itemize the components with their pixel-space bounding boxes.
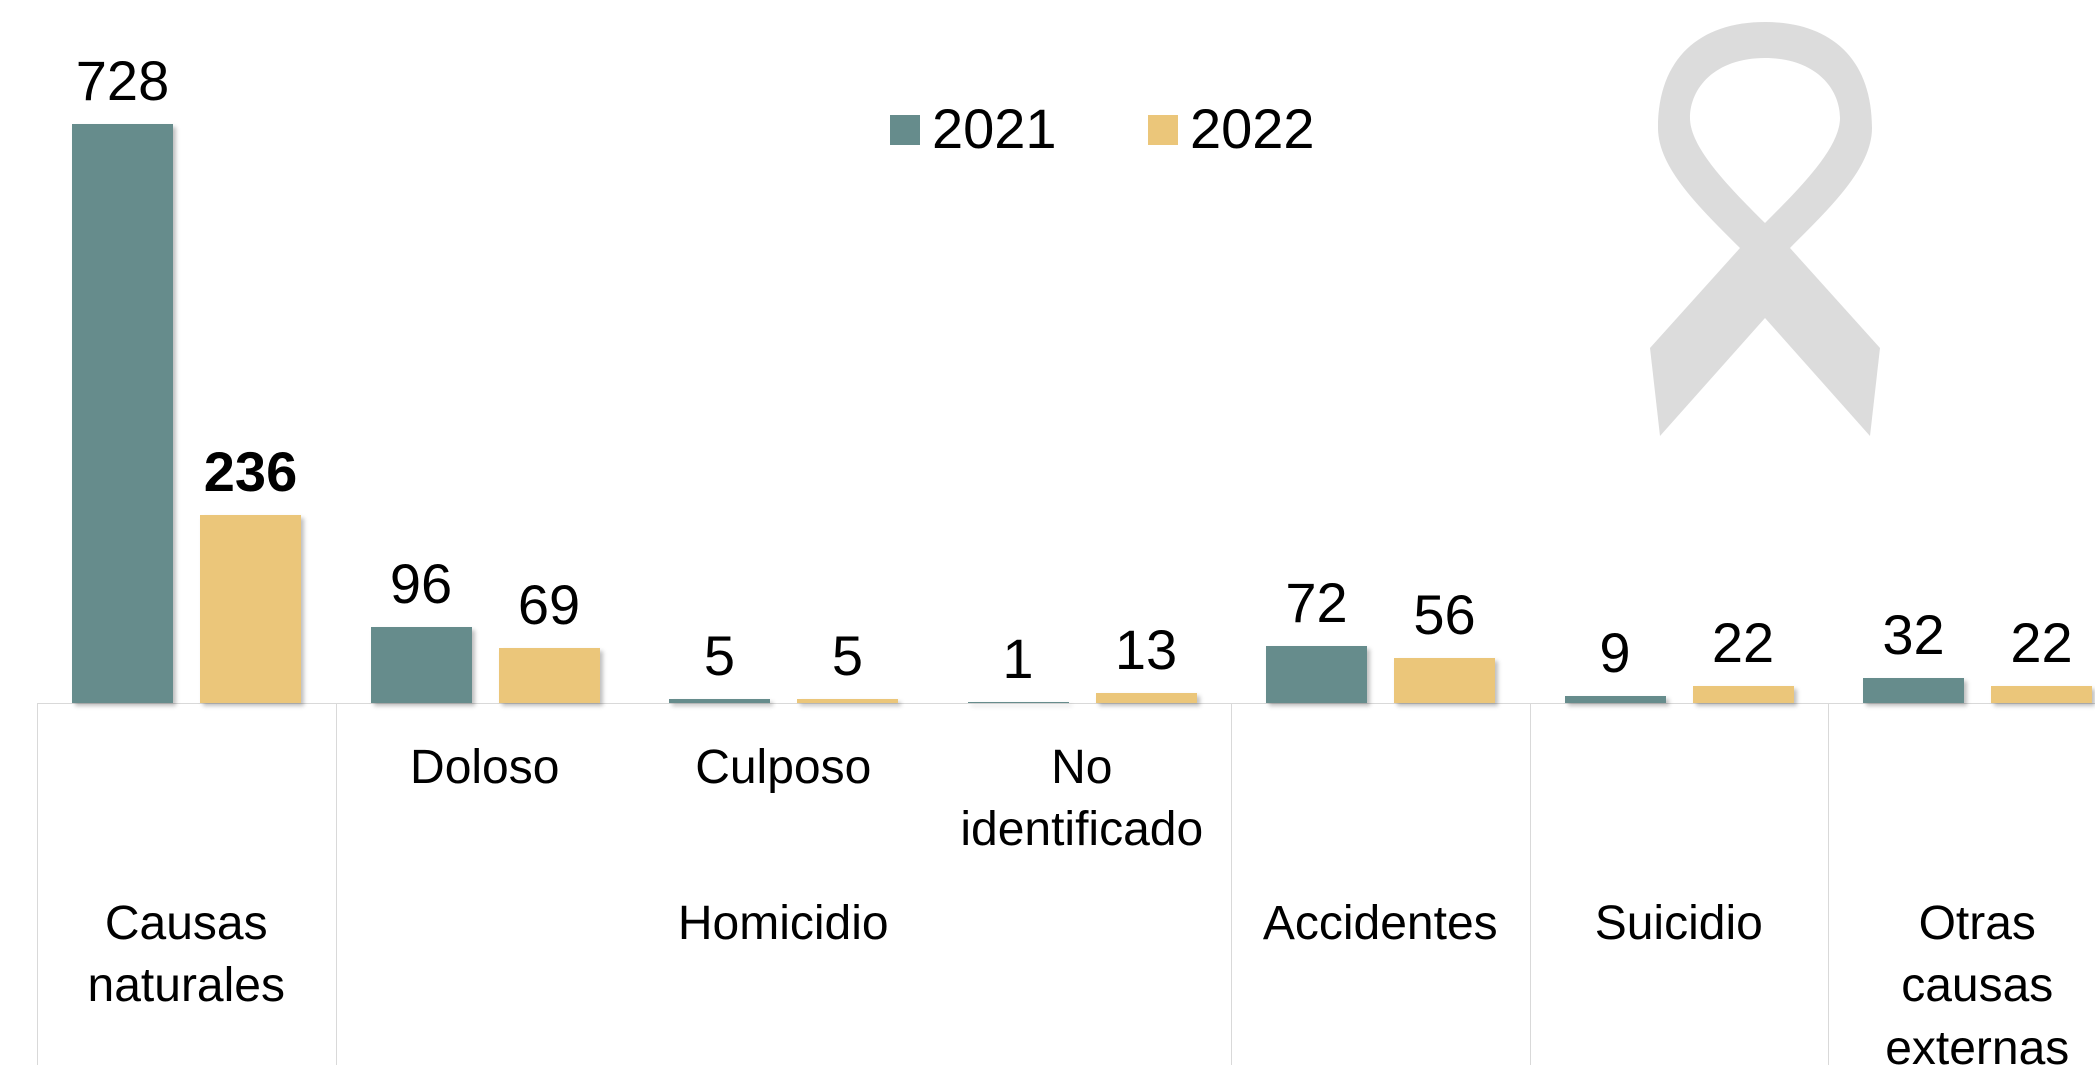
group-label: Suicidio	[1594, 897, 1763, 950]
group-label: Homicidio	[677, 897, 889, 950]
bar	[1394, 658, 1495, 703]
value-label: 22	[1711, 610, 1775, 674]
bar	[1991, 685, 2092, 703]
bar	[72, 124, 173, 703]
value-label: 236	[203, 440, 298, 504]
bar	[1095, 692, 1197, 703]
group-separator	[37, 703, 38, 1065]
value-label: 72	[1285, 570, 1348, 634]
bar	[370, 626, 472, 703]
value-label: 728	[75, 49, 170, 112]
value-label: 5	[703, 624, 736, 688]
legend-swatch	[1148, 115, 1178, 145]
value-label: 32	[1882, 602, 1945, 666]
category-label: No identificado	[960, 741, 1204, 857]
bar	[1863, 677, 1964, 703]
group-separator	[335, 703, 337, 1065]
value-label: 5	[831, 624, 864, 688]
category-label: Culposo	[695, 741, 872, 794]
ribbon-icon	[1650, 22, 1880, 436]
value-label: 9	[1599, 620, 1631, 684]
value-label: 56	[1413, 583, 1476, 647]
bar	[200, 515, 301, 703]
bar	[669, 699, 770, 703]
group-separator	[1828, 703, 1829, 1065]
value-label: 22	[2010, 610, 2073, 674]
value-label: 1	[1002, 627, 1034, 691]
bar	[498, 648, 600, 703]
bar	[967, 702, 1069, 703]
bar	[1692, 685, 1794, 703]
category-label: Doloso	[410, 741, 560, 794]
bar	[1564, 695, 1666, 703]
bar	[1266, 645, 1367, 703]
group-label: Otras causas externas	[1885, 897, 2070, 1065]
value-label: 96	[389, 551, 453, 615]
group-separator	[1529, 703, 1531, 1065]
value-label: 13	[1114, 617, 1178, 681]
value-label: 69	[517, 573, 581, 637]
group-separator	[1231, 703, 1232, 1065]
bar	[797, 699, 898, 703]
baseline	[37, 703, 2095, 704]
legend-label: 2021	[932, 97, 1057, 160]
legend-label: 2022	[1190, 97, 1315, 160]
group-label: Causas naturales	[87, 897, 285, 1013]
legend-swatch	[890, 115, 920, 145]
group-label: Accidentes	[1262, 897, 1498, 950]
